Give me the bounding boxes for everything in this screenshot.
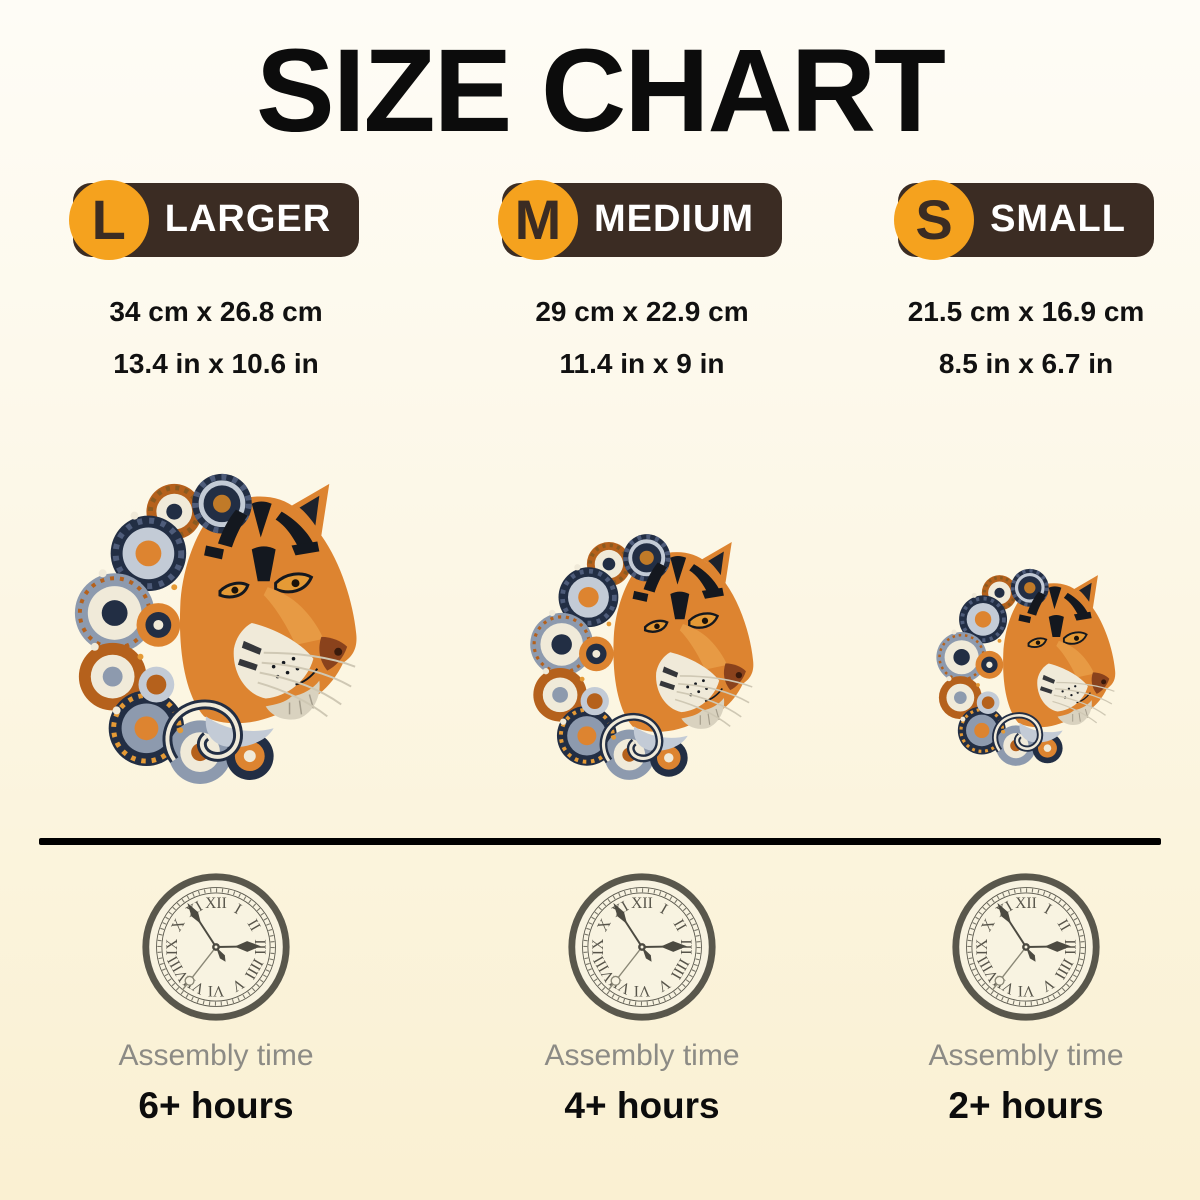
page-title: SIZE CHART [256,25,946,157]
dimensions-cm: 29 cm x 22.9 cm [535,295,749,327]
clock-icon [138,869,294,1025]
badge-row: L LARGER M MEDIUM S SMALL [0,179,1200,260]
clocks-row [0,869,1200,1025]
size-label: MEDIUM [593,198,755,241]
dimensions-cm: 34 cm x 26.8 cm [109,295,323,327]
clock-icon [564,869,720,1025]
dimensions-in: 11.4 in x 9 in [559,347,725,379]
dimensions-in: 13.4 in x 10.6 in [113,347,319,379]
assembly-time-value: 2+ hours [948,1084,1104,1126]
assembly-time-value: 6+ hours [138,1084,294,1126]
size-badge-medium: M MEDIUM [497,179,783,260]
assembly-time-label: Assembly time [544,1038,740,1072]
clock-icon [948,869,1104,1025]
puzzle-images-row [0,384,1200,786]
dimensions-in: 8.5 in x 6.7 in [938,347,1114,379]
dimensions-row: 34 cm x 26.8 cm 13.4 in x 10.6 in 29 cm … [0,296,1200,380]
assembly-time-label: Assembly time [928,1038,1124,1072]
assembly-time-value: 4+ hours [564,1084,720,1126]
assembly-time-label: Assembly time [118,1038,314,1072]
tiger-puzzle-image-medium [516,512,768,780]
dimensions-cm: 21.5 cm x 16.9 cm [907,295,1145,327]
size-label: LARGER [164,198,332,241]
size-badge-larger: L LARGER [68,179,360,260]
assembly-row: Assembly time 6+ hours Assembly time 4+ … [0,1039,1200,1127]
size-label: SMALL [990,198,1126,241]
horizontal-divider [39,837,1161,845]
tiger-puzzle-image-small [925,551,1127,766]
size-letter-badge: S [894,179,975,260]
tiger-puzzle-image-large [57,446,375,784]
size-letter-badge: L [68,179,149,260]
size-letter-badge: M [497,179,578,260]
size-badge-small: S SMALL [894,179,1154,260]
